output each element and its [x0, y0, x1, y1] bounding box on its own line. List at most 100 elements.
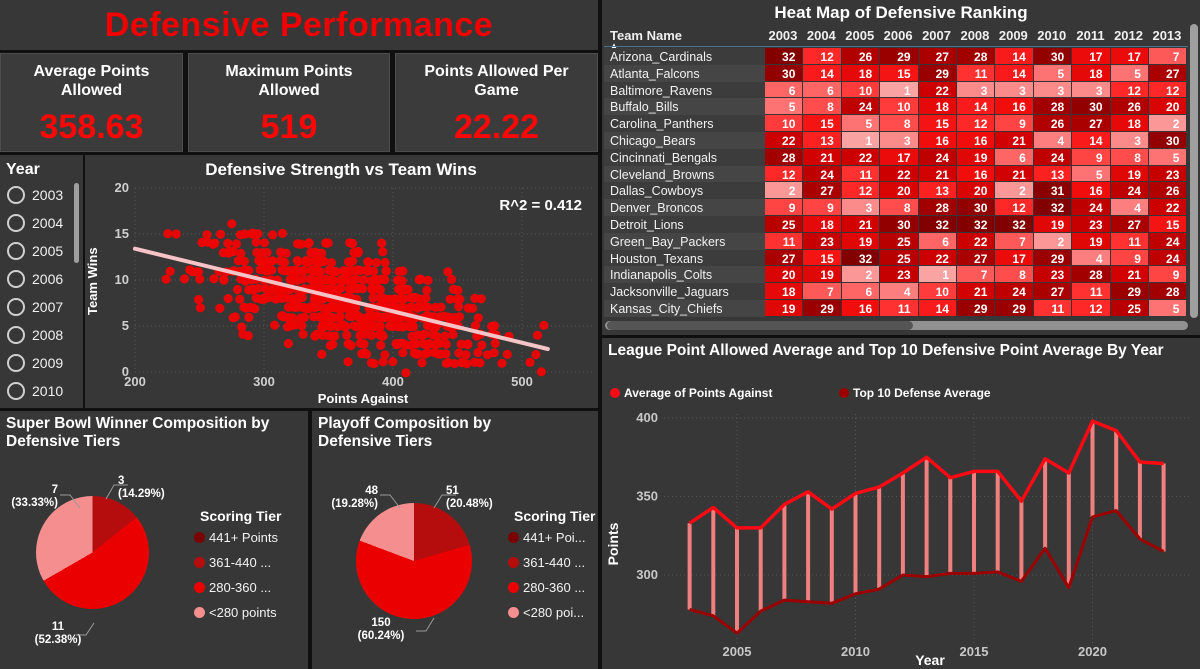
heatmap-cell[interactable]: 17: [880, 148, 919, 166]
scatter-point[interactable]: [262, 266, 273, 276]
heatmap-cell[interactable]: 3: [995, 81, 1034, 99]
heatmap-cell[interactable]: 26: [1149, 182, 1188, 200]
heatmap-cell[interactable]: 28: [765, 148, 804, 166]
heatmap-cell[interactable]: 27: [918, 48, 957, 65]
scatter-point[interactable]: [332, 322, 343, 332]
scatter-point[interactable]: [171, 229, 181, 239]
heatmap-cell[interactable]: 19: [1110, 165, 1149, 183]
scatter-point[interactable]: [422, 320, 433, 330]
slicer-option-2004[interactable]: 2004: [0, 209, 83, 237]
scatter-point[interactable]: [334, 313, 344, 323]
heatmap-cell[interactable]: 12: [803, 48, 842, 65]
column-header-year[interactable]: 2012: [1114, 28, 1143, 43]
heatmap-cell[interactable]: 12: [841, 182, 881, 200]
scatter-point[interactable]: [368, 293, 378, 303]
heatmap-cell[interactable]: 24: [1110, 182, 1149, 200]
scatter-point[interactable]: [313, 301, 323, 312]
scatter-point[interactable]: [385, 321, 395, 331]
scatter-point[interactable]: [399, 284, 409, 294]
column-header-year[interactable]: 2013: [1152, 28, 1182, 43]
pie-chart[interactable]: [36, 496, 149, 609]
scatter-point[interactable]: [223, 238, 233, 248]
heatmap-row-label[interactable]: Atlanta_Falcons: [604, 64, 765, 82]
scatter-point[interactable]: [312, 257, 322, 267]
heatmap-cell[interactable]: 15: [803, 115, 842, 132]
heatmap-cell[interactable]: 24: [803, 165, 842, 183]
heatmap-cell[interactable]: 32: [995, 216, 1034, 233]
scatter-point[interactable]: [290, 302, 301, 312]
heatmap-cell[interactable]: 15: [880, 64, 919, 82]
heatmap-cell[interactable]: 21: [918, 165, 957, 183]
scatter-point[interactable]: [376, 340, 386, 350]
slicer-option-2003[interactable]: 2003: [0, 181, 83, 209]
scatter-point[interactable]: [321, 320, 331, 330]
heatmap-cell[interactable]: 14: [1072, 132, 1111, 149]
scatter-point[interactable]: [407, 331, 417, 341]
column-header-year[interactable]: 2005: [845, 28, 875, 43]
heatmap-cell[interactable]: 23: [880, 266, 919, 284]
scatter-point[interactable]: [420, 302, 431, 312]
heatmap-row-label[interactable]: Carolina_Panthers: [604, 115, 765, 132]
heatmap-cell[interactable]: 13: [918, 182, 957, 200]
scatter-point[interactable]: [369, 359, 379, 369]
scatter-point[interactable]: [348, 256, 358, 266]
heatmap-cell[interactable]: 12: [1110, 81, 1149, 99]
heatmap-cell[interactable]: 6: [918, 232, 957, 250]
scatter-point[interactable]: [443, 312, 453, 322]
heatmap-cell[interactable]: 5: [1110, 64, 1149, 82]
scatter-point[interactable]: [449, 359, 460, 369]
heatmap-cell[interactable]: 1: [880, 81, 919, 99]
scatter-point[interactable]: [256, 256, 266, 267]
scatter-point[interactable]: [323, 238, 333, 248]
scatter-point[interactable]: [202, 230, 212, 240]
scatter-point[interactable]: [309, 294, 320, 305]
scatter-chart[interactable]: 200 300 400 500 0 5 10 15 20 Defensive Strength v…: [85, 155, 598, 408]
scatter-point[interactable]: [454, 302, 464, 312]
scatter-point[interactable]: [349, 247, 359, 257]
scatter-point[interactable]: [433, 349, 443, 359]
column-header-year[interactable]: 2010: [1037, 28, 1067, 43]
heatmap-cell[interactable]: 16: [995, 98, 1034, 116]
scatter-point[interactable]: [363, 266, 373, 276]
heatmap-cell[interactable]: 8: [995, 266, 1034, 284]
heatmap-cell[interactable]: 27: [1149, 64, 1188, 82]
slicer-option-2008[interactable]: 2008: [0, 321, 83, 349]
scatter-point[interactable]: [163, 229, 173, 239]
scatter-point[interactable]: [298, 329, 308, 339]
scatter-point[interactable]: [420, 349, 430, 359]
scatter-point[interactable]: [346, 303, 357, 313]
heatmap-cell[interactable]: 15: [803, 249, 842, 267]
scatter-point[interactable]: [454, 348, 464, 358]
scatter-point[interactable]: [277, 228, 288, 238]
radio-icon[interactable]: [7, 382, 25, 400]
scatter-point[interactable]: [473, 347, 483, 358]
scatter-point[interactable]: [279, 266, 289, 276]
scatter-point[interactable]: [195, 303, 205, 313]
scatter-point[interactable]: [497, 358, 507, 368]
heatmap-cell[interactable]: 30: [1072, 98, 1111, 116]
heatmap-cell[interactable]: 17: [1110, 48, 1149, 65]
scatter-point[interactable]: [388, 357, 398, 367]
scatter-point[interactable]: [380, 275, 390, 285]
scatter-point[interactable]: [401, 340, 411, 350]
scatter-point[interactable]: [237, 322, 247, 332]
heatmap-cell[interactable]: 28: [1033, 98, 1073, 116]
scatter-point[interactable]: [325, 341, 335, 351]
heatmap-cell[interactable]: 26: [841, 48, 881, 65]
scatter-point[interactable]: [257, 248, 267, 258]
heatmap-cell[interactable]: 16: [918, 132, 957, 149]
scatter-point[interactable]: [161, 274, 171, 284]
heatmap-row-label[interactable]: Green_Bay_Packers: [604, 232, 765, 250]
heatmap-cell[interactable]: 14: [918, 300, 957, 317]
scatter-point[interactable]: [275, 256, 285, 266]
scatter-point[interactable]: [327, 275, 337, 285]
scatter-point[interactable]: [165, 266, 175, 276]
heatmap-cell[interactable]: 18: [803, 216, 842, 233]
heatmap-cell[interactable]: 10: [841, 81, 881, 99]
line-chart[interactable]: 2005 2010 2015 2020 300 350 400 Points Year: [602, 404, 1200, 666]
heatmap-cell[interactable]: 21: [995, 132, 1034, 149]
scatter-point[interactable]: [473, 313, 483, 323]
scatter-point[interactable]: [394, 266, 404, 276]
heatmap-cell[interactable]: 23: [1072, 216, 1111, 233]
heatmap-cell[interactable]: 27: [957, 249, 996, 267]
